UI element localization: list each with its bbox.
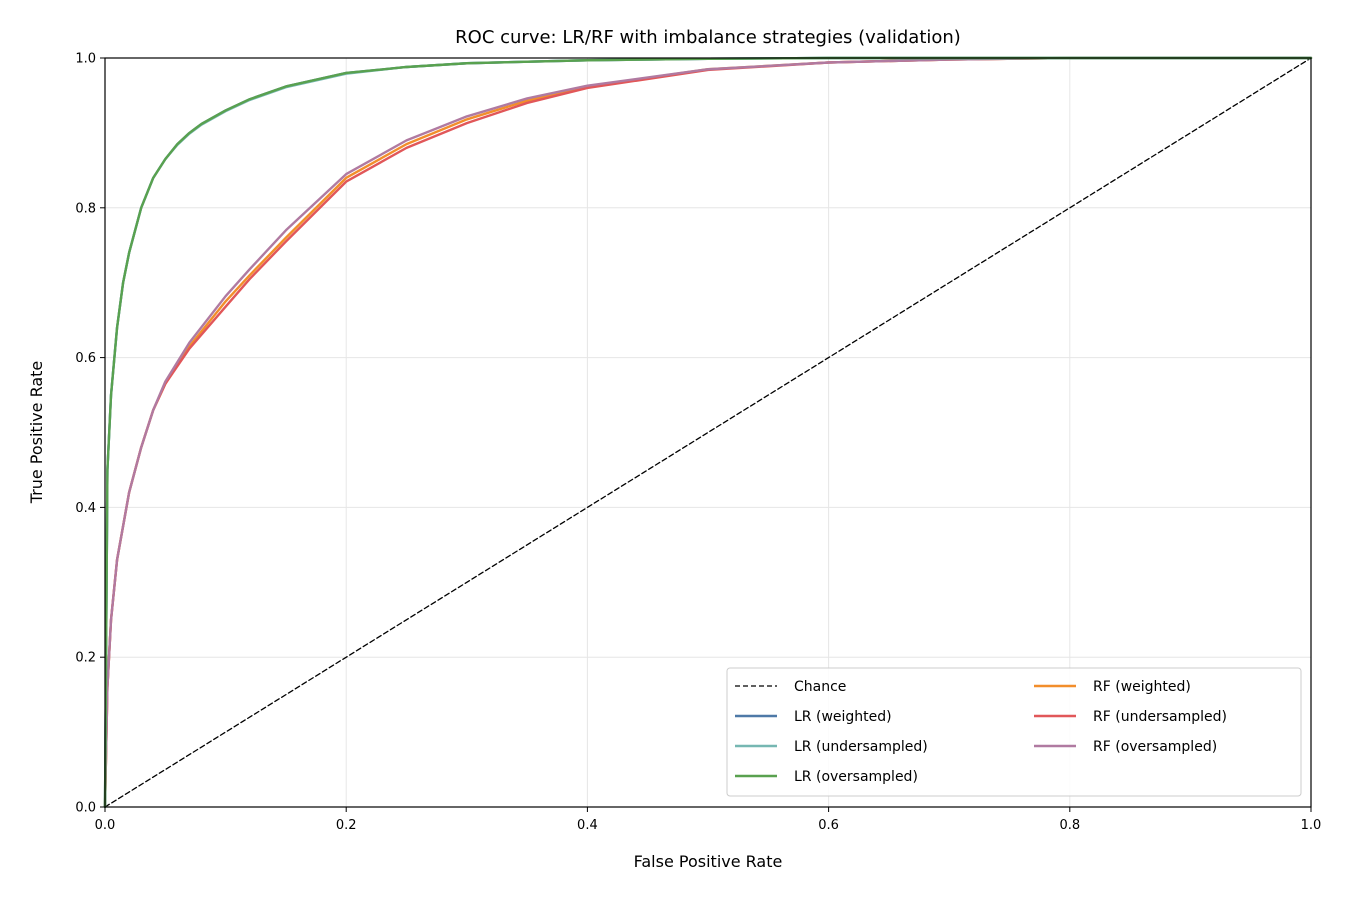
x-axis-label: False Positive Rate [634,852,783,871]
legend-label: RF (oversampled) [1093,739,1217,755]
x-tick-label: 0.4 [577,818,598,833]
series-line-lr-oversampled [103,56,1313,809]
legend: Chance LR (weighted) LR (undersampled) LR (… [726,667,1302,797]
y-tick-label: 0.6 [75,351,96,366]
y-tick-label: 1.0 [75,52,96,67]
y-tick-label: 0.0 [75,801,96,816]
series-line-chance [104,57,1312,808]
x-tick-label: 0.6 [818,818,839,833]
y-tick-label: 0.4 [75,501,96,516]
y-tick-label: 0.8 [75,201,96,216]
plot-frame [104,57,1312,808]
x-tick-label: 0.2 [336,818,357,833]
y-tick-label: 0.2 [75,651,96,666]
legend-label: RF (undersampled) [1093,709,1227,725]
x-tick-label: 1.0 [1301,818,1322,833]
legend-label: LR (weighted) [794,709,892,725]
legend-label: RF (weighted) [1093,679,1191,695]
x-tick-label: 0.0 [95,818,116,833]
legend-label: LR (undersampled) [794,739,928,755]
axis-ticks: 0.0 0.2 0.4 0.6 0.8 1.0 0.0 0.2 0.4 0.6 0.8 1.0 [75,52,1321,834]
legend-label: LR (oversampled) [794,769,918,785]
y-axis-label: True Positive Rate [27,361,46,505]
legend-label: Chance [794,679,846,695]
series-line-rf-oversampled [103,56,1313,809]
chart-title: ROC curve: LR/RF with imbalance strategi… [455,27,961,48]
series-layer [103,56,1313,809]
legend-box [726,667,1302,797]
x-tick-label: 0.8 [1059,818,1080,833]
